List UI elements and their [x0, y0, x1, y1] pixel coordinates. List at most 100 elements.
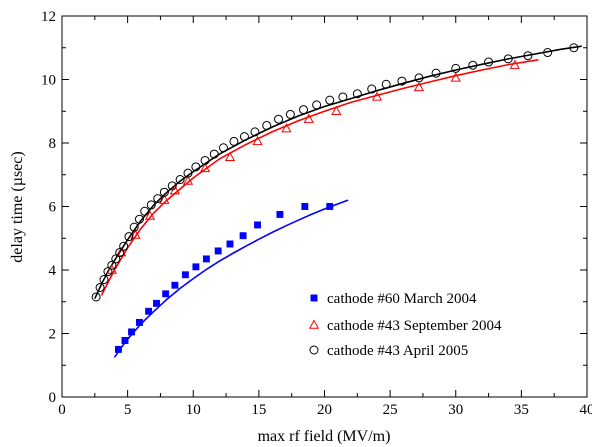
y-tick-label: 10 — [41, 73, 56, 89]
x-tick-label: 5 — [124, 402, 132, 418]
x-tick-label: 20 — [317, 402, 332, 418]
point-cathode60 — [214, 247, 222, 255]
point-cathode43-sep — [182, 175, 194, 185]
point-cathode60 — [181, 271, 189, 279]
point-cathode43-apr — [468, 60, 478, 70]
point-cathode43-apr — [175, 175, 185, 185]
point-cathode60 — [114, 345, 122, 353]
y-tick-label: 12 — [41, 9, 56, 25]
point-cathode43-apr — [299, 105, 308, 115]
point-cathode43-sep — [159, 194, 170, 204]
point-cathode43-apr — [146, 200, 156, 210]
x-tick-label: 15 — [251, 402, 266, 418]
y-tick-label: 2 — [49, 327, 57, 343]
legend-entry-cathode43-sep-marker — [308, 319, 320, 329]
point-cathode43-apr — [209, 149, 219, 159]
legend-entry-cathode43-apr-label: cathode #43 April 2005 — [327, 343, 468, 359]
fit-curve-cathode60 — [113, 199, 349, 358]
point-cathode43-apr — [338, 92, 348, 102]
point-cathode43-apr — [183, 168, 193, 178]
y-tick-label: 4 — [49, 263, 57, 279]
point-cathode60 — [254, 221, 262, 229]
point-cathode43-apr — [352, 89, 362, 99]
point-cathode43-apr — [250, 127, 260, 137]
point-cathode60 — [145, 307, 153, 315]
point-cathode43-apr — [397, 76, 407, 86]
point-cathode43-apr — [167, 181, 177, 191]
point-cathode43-apr — [103, 267, 113, 277]
point-cathode60 — [171, 281, 179, 289]
point-cathode43-apr — [274, 114, 284, 124]
point-cathode43-sep — [450, 72, 461, 82]
point-cathode43-apr — [312, 100, 322, 110]
y-tick-label: 6 — [49, 200, 57, 216]
point-cathode43-sep — [509, 59, 520, 69]
point-cathode43-apr — [115, 248, 125, 258]
point-cathode43-apr — [119, 241, 129, 251]
point-cathode43-apr — [543, 48, 553, 58]
point-cathode43-sep — [281, 123, 292, 133]
axes: 0 5 10 15 20 25 30 35 40 0 2 4 6 8 10 12 — [41, 9, 592, 418]
point-cathode43-apr — [367, 84, 377, 94]
point-cathode43-apr — [229, 136, 239, 146]
point-cathode60 — [135, 318, 143, 326]
x-tick-label: 40 — [580, 402, 592, 418]
point-cathode43-apr — [200, 155, 210, 165]
x-tick-label: 25 — [383, 402, 398, 418]
point-cathode60 — [162, 290, 170, 298]
point-cathode43-sep — [303, 113, 314, 123]
point-cathode43-apr — [285, 109, 295, 119]
x-axis-title: max rf field (MV/m) — [258, 428, 391, 445]
point-cathode43-apr — [325, 95, 335, 105]
legend: cathode #60 March 2004 cathode #43 Septem… — [308, 291, 502, 359]
point-cathode43-sep — [130, 229, 141, 239]
point-cathode43-apr — [523, 51, 533, 61]
plot-frame — [61, 15, 588, 398]
fit-curve-cathode43-sep — [100, 59, 539, 296]
point-cathode43-sep — [115, 247, 127, 257]
point-cathode43-apr — [134, 214, 144, 224]
point-cathode43-apr — [239, 132, 249, 142]
y-tick-label: 8 — [49, 136, 57, 152]
point-cathode43-apr — [129, 222, 139, 232]
point-cathode43-sep — [252, 135, 263, 146]
x-tick-label: 30 — [448, 402, 463, 418]
point-cathode43-apr — [218, 143, 228, 153]
point-cathode60 — [301, 203, 309, 210]
point-cathode43-apr — [569, 43, 579, 53]
point-cathode43-sep — [224, 151, 236, 161]
point-cathode60 — [153, 299, 160, 307]
point-cathode43-apr — [159, 187, 169, 197]
point-cathode60 — [226, 240, 234, 248]
point-cathode60 — [239, 232, 247, 240]
x-tick-label: 10 — [186, 402, 201, 418]
point-cathode43-apr — [381, 79, 391, 89]
data-points — [91, 43, 579, 353]
point-cathode43-apr — [99, 275, 109, 285]
point-cathode43-sep — [371, 91, 383, 101]
point-cathode43-apr — [414, 73, 424, 83]
point-cathode43-apr — [431, 68, 441, 78]
point-cathode43-sep — [199, 162, 211, 173]
point-cathode60 — [276, 210, 284, 218]
point-cathode43-apr — [153, 194, 163, 204]
legend-entry-cathode60-marker — [310, 294, 318, 302]
x-tick-label: 35 — [514, 402, 529, 418]
point-cathode43-apr — [503, 54, 513, 64]
point-cathode60 — [326, 203, 334, 210]
point-cathode43-apr — [484, 57, 494, 67]
point-cathode60 — [192, 263, 200, 271]
point-cathode60 — [121, 337, 129, 344]
point-cathode43-sep — [331, 105, 342, 115]
point-cathode43-sep — [144, 210, 156, 220]
point-cathode60 — [202, 255, 210, 263]
legend-entry-cathode43-sep-label: cathode #43 September 2004 — [327, 318, 502, 334]
y-tick-label: 0 — [49, 390, 57, 406]
point-cathode43-apr — [124, 232, 134, 242]
point-cathode43-apr — [451, 63, 461, 73]
point-cathode43-apr — [91, 292, 101, 302]
point-cathode43-apr — [262, 121, 272, 131]
y-axis-title: delay time (µsec) — [9, 151, 26, 262]
point-cathode60 — [128, 328, 136, 336]
